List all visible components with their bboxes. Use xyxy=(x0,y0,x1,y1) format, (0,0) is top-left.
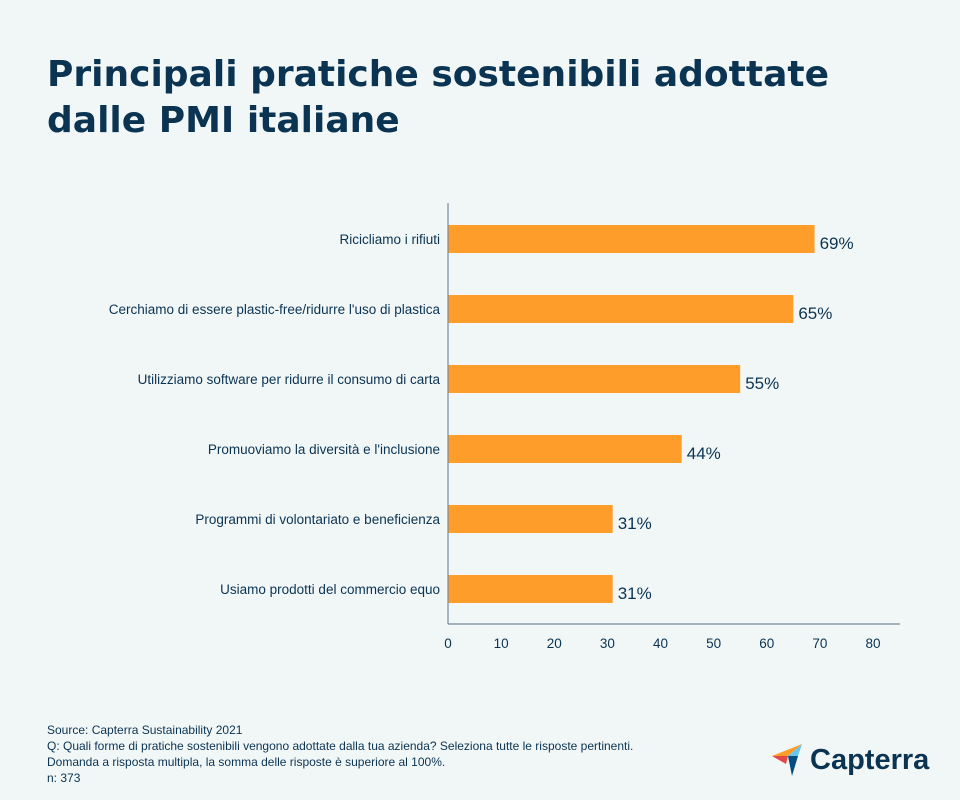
category-label: Programmi di volontariato e beneficienza xyxy=(195,512,440,527)
x-tick-label: 70 xyxy=(812,636,827,651)
bar-chart: Ricicliamo i rifiuti 69% Cerchiamo di esse… xyxy=(109,203,900,651)
bar xyxy=(448,505,613,533)
data-label: 31% xyxy=(618,514,652,533)
question-text: Q: Quali forme di pratiche sostenibili v… xyxy=(47,739,634,753)
note-text: Domanda a risposta multipla, la somma de… xyxy=(47,755,446,769)
x-tick-label: 80 xyxy=(865,636,880,651)
x-tick-label: 40 xyxy=(653,636,668,651)
source-text: Source: Capterra Sustainability 2021 xyxy=(47,723,243,737)
x-tick-label: 20 xyxy=(547,636,562,651)
capterra-logo-icon xyxy=(772,744,802,776)
bar xyxy=(448,575,613,603)
data-label: 44% xyxy=(687,444,721,463)
sample-size-text: n: 373 xyxy=(47,771,81,785)
bar xyxy=(448,295,794,323)
category-label: Usiamo prodotti del commercio equo xyxy=(220,582,440,597)
data-label: 69% xyxy=(820,234,854,253)
category-label: Utilizziamo software per ridurre il cons… xyxy=(138,372,441,387)
x-tick-label: 30 xyxy=(600,636,615,651)
x-tick-label: 0 xyxy=(444,636,452,651)
category-label: Cerchiamo di essere plastic-free/ridurre… xyxy=(109,302,441,317)
capterra-logo-text: Capterra xyxy=(810,743,930,776)
category-label: Ricicliamo i rifiuti xyxy=(339,232,440,247)
data-label: 55% xyxy=(745,374,779,393)
category-label: Promuoviamo la diversità e l'inclusione xyxy=(208,442,440,457)
x-tick-label: 50 xyxy=(706,636,721,651)
bar xyxy=(448,365,741,393)
x-tick-label: 60 xyxy=(759,636,774,651)
footer-notes: Source: Capterra Sustainability 2021 Q: … xyxy=(47,722,633,786)
capterra-logo: Capterra xyxy=(772,742,929,778)
chart-title: Principali pratiche sostenibili adottate… xyxy=(47,54,829,141)
data-label: 65% xyxy=(798,304,832,323)
data-label: 31% xyxy=(618,584,652,603)
x-tick-label: 10 xyxy=(494,636,509,651)
bar xyxy=(448,225,815,253)
bar xyxy=(448,435,682,463)
